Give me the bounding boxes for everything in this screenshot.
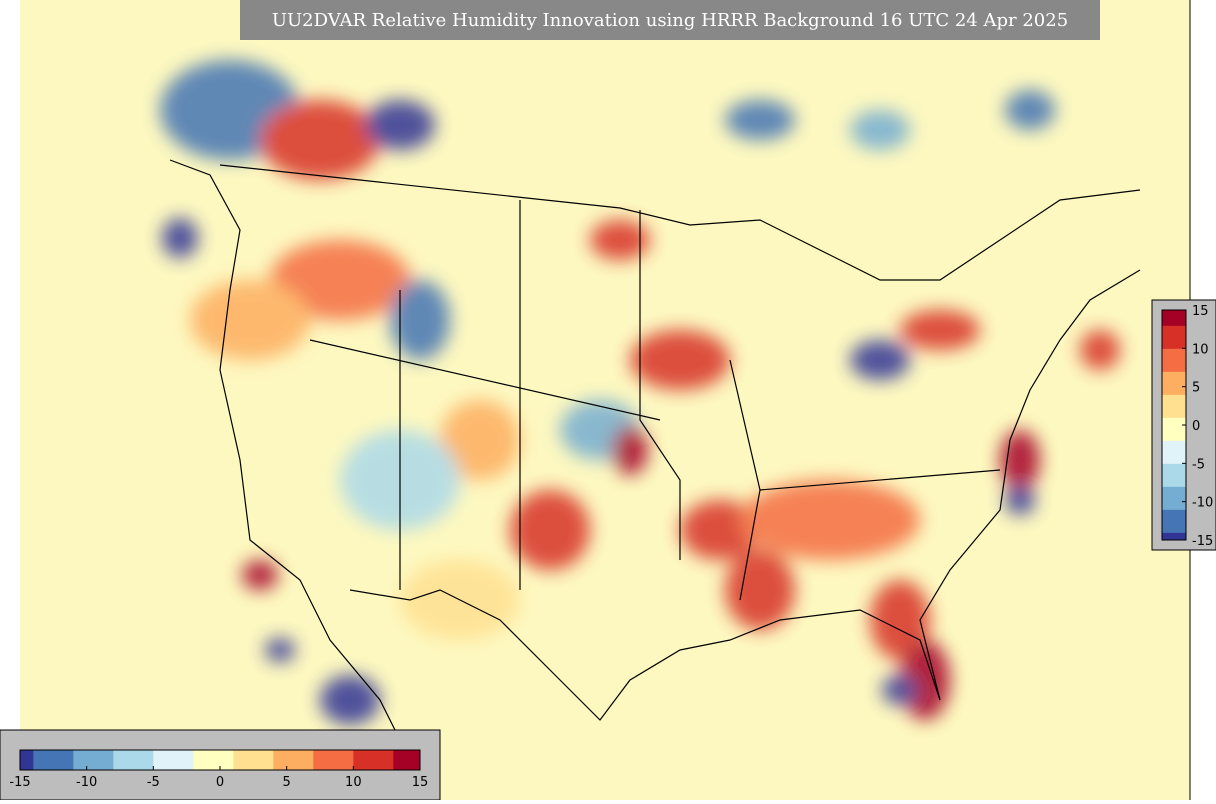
colorbar-step (60, 750, 74, 770)
colorbar-step (1162, 379, 1186, 388)
colorbar-step (1162, 333, 1186, 342)
colorbar-tick-label: 15 (412, 775, 429, 790)
colorbar-tick-label: 5 (283, 775, 291, 790)
colorbar-step (340, 750, 354, 770)
colorbar-step (300, 750, 314, 770)
colorbar-step (1162, 455, 1186, 464)
colorbar-step (326, 750, 341, 770)
colorbar-tick-label: -5 (1192, 457, 1205, 472)
colorbar-step (1162, 356, 1186, 365)
colorbar-step (180, 750, 194, 770)
colorbar-tick-label: -15 (1192, 534, 1213, 549)
colorbar-step (1162, 432, 1186, 441)
colorbar-step (273, 750, 288, 770)
colorbar-step (1162, 501, 1186, 510)
colorbar-step (220, 750, 234, 770)
colorbar-step (193, 750, 208, 770)
colorbar-step (366, 750, 381, 770)
colorbar-step (1162, 494, 1186, 503)
colorbar-step (20, 750, 34, 770)
colorbar-step (1162, 532, 1186, 541)
colorbar-step (1162, 486, 1186, 495)
colorbar-step (1162, 340, 1186, 349)
colorbar-step (1162, 394, 1186, 403)
colorbar-step (1162, 509, 1186, 518)
colorbar-step (1162, 463, 1186, 472)
colorbar-step (1162, 402, 1186, 411)
colorbar-tick-label: -5 (147, 775, 160, 790)
colorbar-step (1162, 348, 1186, 357)
colorbar-step (140, 750, 154, 770)
colorbar-tick-label: 15 (1192, 304, 1209, 319)
colorbar-step (1162, 448, 1186, 457)
title-box (240, 0, 1100, 40)
colorbar-tick-label: -10 (76, 775, 97, 790)
colorbar-tick-label: 10 (345, 775, 362, 790)
colorbar-tick-label: 0 (216, 775, 224, 790)
colorbar-step (33, 750, 48, 770)
colorbar-tick-label: -15 (9, 775, 30, 790)
colorbar-step (1162, 524, 1186, 533)
colorbar-step (353, 750, 368, 770)
colorbar-step (1162, 317, 1186, 326)
colorbar-step (313, 750, 328, 770)
colorbar-step (86, 750, 101, 770)
colorbar-step (260, 750, 274, 770)
colorbar-step (393, 750, 408, 770)
colorbar-step (1162, 325, 1186, 334)
colorbar-bottom: -15 -10 -5 0 5 10 15 (0, 729, 441, 801)
colorbar-step (406, 750, 421, 770)
colorbar-step (113, 750, 128, 770)
colorbar-step (286, 750, 301, 770)
colorbar-step (153, 750, 168, 770)
title: UU2DVAR Relative Humidity Innovation usi… (272, 10, 1068, 31)
colorbar-tick-label: -10 (1192, 496, 1213, 511)
colorbar-tick-label: 0 (1192, 419, 1200, 434)
colorbar-step (1162, 425, 1186, 434)
colorbar-step (73, 750, 88, 770)
colorbar-step (1162, 478, 1186, 487)
colorbar-step (246, 750, 261, 770)
colorbar-step (206, 750, 221, 770)
colorbar-step (380, 750, 394, 770)
colorbar-step (1162, 363, 1186, 372)
colorbar-step (100, 750, 114, 770)
colorbar-step (1162, 386, 1186, 395)
colorbar-tick-label: 10 (1192, 342, 1209, 357)
colorbar-step (1162, 371, 1186, 380)
colorbar-step (1162, 471, 1186, 480)
colorbar-right: 15 10 5 0 -5 -10 -15 (1151, 299, 1216, 551)
colorbar-step (126, 750, 141, 770)
colorbar-step (1162, 417, 1186, 426)
colorbar-step (1162, 440, 1186, 449)
borders (169, 159, 1141, 741)
colorbar-step (1162, 409, 1186, 418)
humidity-field (160, 60, 1120, 725)
colorbar-tick-label: 5 (1192, 381, 1200, 396)
colorbar-step (233, 750, 248, 770)
colorbar-step (166, 750, 181, 770)
colorbar-step (1162, 310, 1186, 319)
colorbar-step (46, 750, 61, 770)
colorbar-step (1162, 517, 1186, 526)
